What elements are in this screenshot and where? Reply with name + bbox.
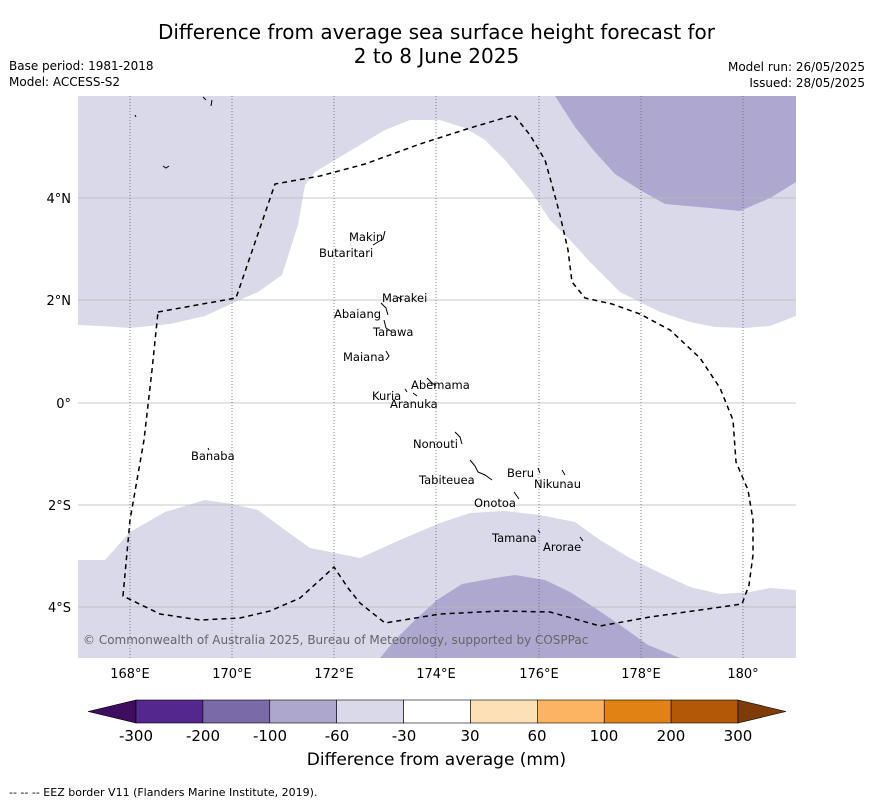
place-label: Abaiang	[334, 307, 381, 321]
issued-date: Issued: 28/05/2025	[749, 76, 865, 90]
base-period: Base period: 1981-2018	[9, 59, 154, 73]
place-label: Nonouti	[413, 437, 458, 451]
place-label: Tarawa	[372, 325, 413, 339]
place-label: Maiana	[343, 350, 385, 364]
eez-border	[122, 114, 754, 627]
colorbar-tick: 30	[460, 727, 479, 745]
title-line-1: Difference from average sea surface heig…	[157, 20, 716, 44]
lon-label: 176°E	[519, 667, 559, 682]
colorbar-segment	[537, 699, 605, 724]
meta-left: Base period: 1981-2018 Model: ACCESS-S2	[9, 58, 154, 90]
graticule	[78, 96, 796, 658]
meta-right: Model run: 26/05/2025 Issued: 28/05/2025	[728, 59, 865, 91]
model-run: Model run: 26/05/2025	[727, 60, 865, 74]
colorbar-tick: -30	[392, 727, 417, 745]
islands	[134, 96, 584, 542]
colorbar-tick: -100	[253, 727, 287, 745]
colorbar-segment	[670, 699, 739, 724]
colorbar-segment	[403, 699, 471, 724]
lon-label: 172°E	[314, 667, 354, 682]
colorbar-segment	[202, 699, 271, 724]
place-label: Arorae	[543, 540, 581, 554]
colorbar-tick: 60	[527, 727, 546, 745]
eez-footnote: -- -- -- EEZ border V11 (Flanders Marine…	[9, 786, 318, 799]
place-label: Onotoa	[474, 496, 516, 510]
colorbar-tick: -60	[325, 727, 350, 745]
anomaly-region-light-south	[78, 500, 796, 658]
colorbar-segment	[135, 699, 204, 724]
place-label: Makin	[349, 230, 383, 244]
lon-label: 170°E	[212, 667, 252, 682]
colorbar-segment	[336, 699, 404, 724]
map-panel: Makin Butaritari Marakei Abaiang Tarawa …	[78, 96, 796, 658]
place-label: Aranuka	[390, 397, 438, 411]
colorbar-tick: 300	[724, 727, 753, 745]
colorbar-tick: 200	[657, 727, 686, 745]
map-title: Difference from average sea surface heig…	[0, 20, 873, 68]
copyright-notice: © Commonwealth of Australia 2025, Bureau…	[83, 633, 588, 647]
place-label: Banaba	[191, 449, 235, 463]
colorbar-tick: -300	[119, 727, 153, 745]
colorbar-tick: 100	[590, 727, 619, 745]
place-label: Butaritari	[319, 246, 373, 260]
lon-label: 178°E	[621, 667, 661, 682]
lat-label: 2°S	[48, 499, 71, 514]
colorbar-segment	[470, 699, 538, 724]
place-label: Marakei	[382, 291, 427, 305]
place-label: Tamana	[491, 531, 537, 545]
place-label: Kuria	[372, 389, 401, 403]
place-label: Beru	[507, 466, 534, 480]
colorbar-tick: -200	[186, 727, 220, 745]
lat-label: 2°N	[47, 294, 72, 309]
title-line-2: 2 to 8 June 2025	[353, 44, 520, 68]
lon-label: 168°E	[110, 667, 150, 682]
colorbar-segment	[603, 699, 672, 724]
lat-label: 4°N	[47, 192, 72, 207]
anomaly-region-medium-south	[380, 575, 680, 658]
lat-label: 4°S	[48, 601, 71, 616]
colorbar-title: Difference from average (mm)	[306, 750, 567, 770]
lat-label: 0°	[56, 397, 71, 412]
model-name: Model: ACCESS-S2	[9, 75, 121, 89]
lon-label: 180°	[727, 667, 758, 682]
place-label: Nikunau	[534, 477, 581, 491]
colorbar	[87, 699, 787, 724]
colorbar-segment	[269, 699, 337, 724]
colorbar-extend-high	[737, 699, 787, 724]
place-label: Tabiteuea	[418, 473, 475, 487]
anomaly-region-medium-north	[555, 96, 796, 211]
lon-label: 174°E	[416, 667, 456, 682]
colorbar-extend-low	[87, 699, 137, 724]
place-label: Abemama	[411, 378, 470, 392]
